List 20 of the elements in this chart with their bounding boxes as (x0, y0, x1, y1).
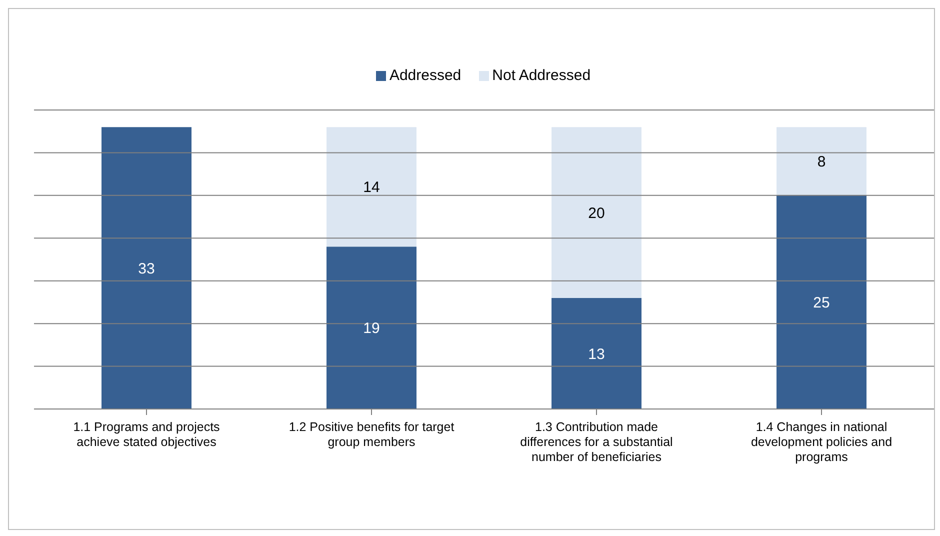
bar (552, 298, 642, 409)
data-label: 8 (817, 154, 826, 171)
data-label: 19 (363, 320, 380, 338)
bar (776, 195, 866, 409)
bar (552, 127, 642, 298)
data-label: 25 (813, 294, 830, 312)
x-tick-label: 1.3 Contribution made differences for a substantial number of beneficiaries (520, 420, 673, 464)
data-label: 14 (363, 179, 380, 196)
x-tick-label: 1.4 Changes in national development policies and programs (750, 420, 892, 464)
bar (326, 246, 416, 409)
legend-label: Addressed (388, 67, 462, 84)
x-tick-label: 1.2 Positive benefits for target group members (288, 420, 455, 449)
bar (102, 127, 192, 409)
data-label: 33 (138, 260, 155, 278)
data-label: 13 (588, 346, 605, 363)
bar (776, 127, 866, 196)
data-label: 20 (588, 204, 605, 222)
bar (326, 127, 416, 247)
legend-label: Not Addressed (491, 67, 591, 84)
x-tick-label: 1.1 Programs and projects achieve stated objectives (73, 420, 220, 449)
